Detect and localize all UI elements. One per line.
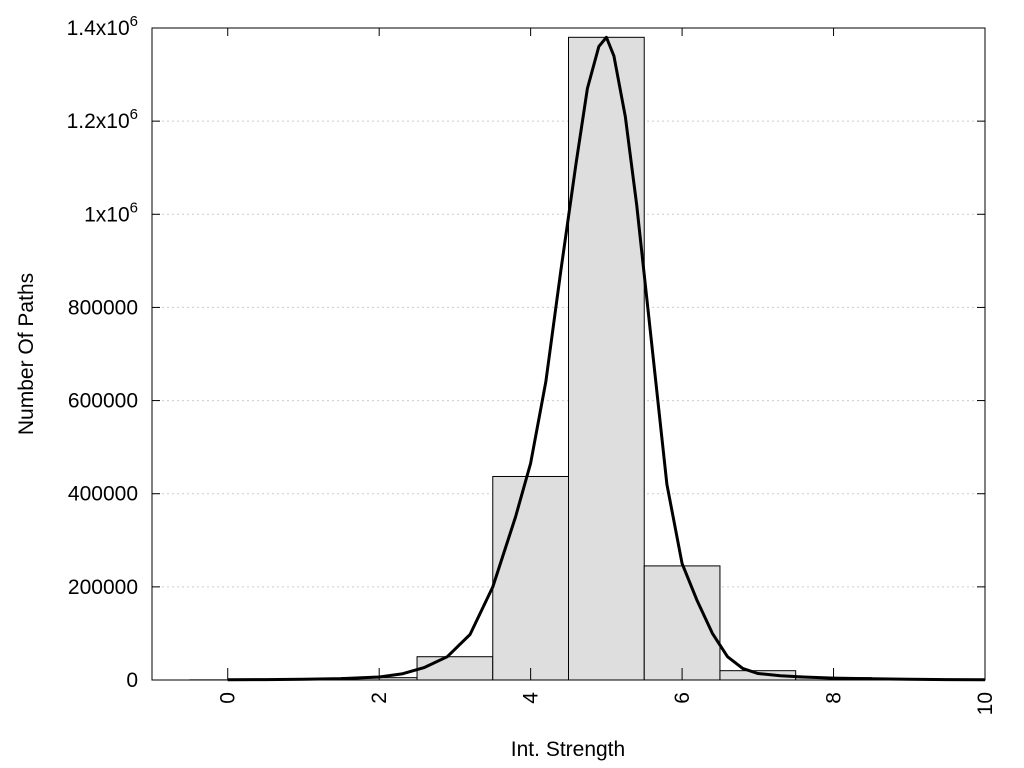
histogram-bar-3 (416, 656, 494, 681)
fit-curve-line (227, 35, 986, 682)
y-axis-label: Number Of Paths (15, 273, 38, 435)
y-tick-label-4: 800000 (68, 296, 138, 319)
fit-curve (227, 35, 986, 682)
y-tick-label-3: 600000 (68, 390, 138, 413)
x-tick-label-5: 10 (974, 692, 997, 715)
histogram-bar-4 (492, 475, 570, 681)
y-axis-ticks: 0 200000 400000 600000 800000 1x106 1.2x106 1.4… (67, 13, 985, 692)
histogram-bars (189, 36, 948, 681)
x-tick-label-0: 0 (217, 692, 240, 704)
x-tick-label-4: 8 (823, 692, 846, 704)
x-axis-label: Int. Strength (511, 738, 625, 761)
x-tick-label-2: 4 (520, 692, 543, 704)
y-tick-label-0: 0 (126, 669, 138, 692)
x-axis-ticks: 0 2 4 6 8 10 (217, 28, 997, 715)
plot-frame (151, 27, 986, 681)
y-tick-label-7: 1.4x106 (67, 13, 138, 40)
y-tick-label-1: 200000 (68, 576, 138, 599)
y-tick-label-2: 400000 (68, 483, 138, 506)
y-tick-label-5: 1x106 (84, 199, 138, 226)
y-tick-label-6: 1.2x106 (67, 106, 138, 133)
x-tick-label-3: 6 (671, 692, 694, 704)
x-tick-label-1: 2 (368, 692, 391, 704)
